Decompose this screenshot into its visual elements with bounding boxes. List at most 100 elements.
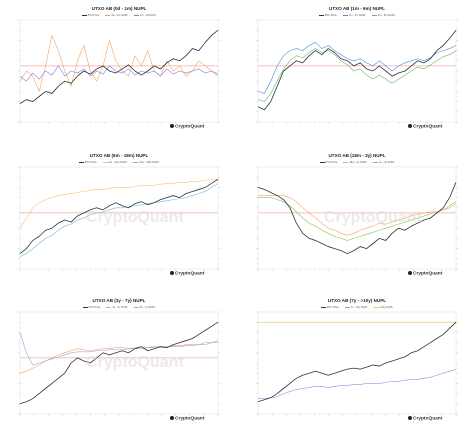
chart-plot bbox=[256, 311, 458, 416]
legend-label: 6m - 12m NUPL bbox=[108, 161, 128, 164]
plot-frame bbox=[257, 19, 457, 123]
cryptoquant-logo-icon bbox=[408, 416, 412, 420]
legend-entry[interactable]: 12m - 18m NUPL bbox=[133, 161, 159, 164]
legend-label: BTC Price bbox=[326, 306, 339, 309]
chart-title: UTXO AB (18m - 3y) NUPL bbox=[328, 153, 386, 158]
cryptoquant-logo-icon bbox=[170, 416, 174, 420]
brand-text: CryptoQuant bbox=[175, 124, 205, 130]
legend-entry[interactable]: 7y - 10y NUPL bbox=[344, 306, 368, 309]
chart-legend: BTC Price 6m - 12m NUPL 12m - 18m NUPL bbox=[10, 161, 228, 164]
legend-entry[interactable]: 5y - 7y NUPL bbox=[133, 306, 156, 309]
cryptoquant-logo: CryptoQuant bbox=[170, 124, 204, 129]
cryptoquant-logo: CryptoQuant bbox=[408, 271, 442, 276]
series-line-1 bbox=[257, 29, 457, 111]
chart-panel-1: UTXO AB (0d - 1m) NUPL BTC Price 0d - 1m N… bbox=[10, 6, 228, 130]
legend-swatch bbox=[319, 161, 325, 163]
legend-entry[interactable]: BTC Price bbox=[319, 161, 338, 164]
legend-swatch bbox=[133, 14, 139, 16]
legend-swatch bbox=[102, 161, 108, 163]
legend-entry[interactable]: BTC Price bbox=[320, 306, 339, 309]
legend-swatch bbox=[106, 306, 112, 308]
legend-label: 7y - 10y NUPL bbox=[350, 306, 368, 309]
series-line-1 bbox=[19, 321, 219, 405]
legend-entry[interactable]: 2y - 3y NUPL bbox=[373, 161, 395, 164]
cryptoquant-logo-icon bbox=[408, 271, 412, 275]
legend-label: BTC Price bbox=[88, 306, 101, 309]
chart-legend: BTC Price 3y - 5y NUPL 5y - 7y NUPL bbox=[10, 306, 228, 309]
series-line-2 bbox=[257, 42, 457, 94]
legend-label: 12m - 18m NUPL bbox=[139, 161, 160, 164]
series-line-3 bbox=[19, 183, 219, 258]
legend-swatch bbox=[373, 161, 379, 163]
series-line-3 bbox=[19, 65, 219, 82]
chart-plot bbox=[256, 166, 458, 271]
legend-entry[interactable]: BTC Price bbox=[82, 306, 101, 309]
series-line-2 bbox=[258, 368, 457, 399]
legend-label: BTC Price bbox=[84, 161, 97, 164]
series-line-3 bbox=[258, 197, 457, 241]
plot-frame bbox=[257, 311, 457, 415]
watermark: CryptoQuant bbox=[86, 209, 184, 226]
chart-title: UTXO AB (7y - >10y) NUPL bbox=[327, 298, 387, 303]
watermark: CryptoQuant bbox=[324, 209, 422, 226]
cryptoquant-logo: CryptoQuant bbox=[170, 271, 204, 276]
chart-panel-3: UTXO AB (6m - 18m) NUPL BTC Price 6m - 12m… bbox=[10, 153, 228, 277]
legend-entry[interactable]: 1m - 1d NUPL bbox=[133, 14, 157, 17]
cryptoquant-logo-icon bbox=[408, 124, 412, 128]
legend-entry[interactable]: BTC Price bbox=[78, 161, 97, 164]
chart-legend: BTC Price 18m - 2y NUPL 2y - 3y NUPL bbox=[248, 161, 466, 164]
cryptoquant-logo-icon bbox=[170, 124, 174, 128]
legend-label: 18m - 2y NUPL bbox=[349, 161, 368, 164]
series-line-2 bbox=[19, 34, 219, 92]
legend-swatch bbox=[105, 14, 111, 16]
watermark: CryptoQuant bbox=[86, 354, 184, 371]
legend-swatch bbox=[81, 14, 87, 16]
legend-swatch bbox=[373, 306, 379, 308]
series-line-1 bbox=[19, 178, 219, 255]
legend-entry[interactable]: 3y - 5y NUPL bbox=[106, 306, 128, 309]
chart-panel-2: UTXO AB (1m - 6m) NUPL BTC Price 1m - 3m N… bbox=[248, 6, 466, 130]
legend-entry[interactable]: 3m - 6m NUPL bbox=[371, 14, 395, 17]
legend-swatch bbox=[78, 161, 84, 163]
legend-label: BTC Price bbox=[87, 14, 100, 17]
brand-text: CryptoQuant bbox=[413, 271, 443, 277]
legend-swatch bbox=[82, 306, 88, 308]
legend-swatch bbox=[371, 14, 377, 16]
chart-title: UTXO AB (0d - 1m) NUPL bbox=[91, 6, 147, 11]
legend-entry[interactable]: 6m - 12m NUPL bbox=[102, 161, 128, 164]
cryptoquant-logo: CryptoQuant bbox=[408, 124, 442, 129]
chart-plot bbox=[18, 166, 220, 271]
legend-swatch bbox=[342, 14, 348, 16]
legend-entry[interactable]: >10y NUPL bbox=[373, 306, 393, 309]
legend-entry[interactable]: BTC Price bbox=[81, 14, 100, 17]
legend-label: 2y - 3y NUPL bbox=[379, 161, 395, 164]
series-line-1 bbox=[19, 29, 219, 104]
legend-entry[interactable]: 1m - 3m NUPL bbox=[342, 14, 366, 17]
legend-label: BTC Price bbox=[324, 14, 337, 17]
legend-entry[interactable]: 18m - 2y NUPL bbox=[343, 161, 367, 164]
series-line-2 bbox=[19, 178, 218, 229]
series-line-2 bbox=[19, 342, 218, 374]
chart-legend: BTC Price 0d - 1m NUPL 1m - 1d NUPL bbox=[10, 14, 228, 17]
legend-label: 5y - 7y NUPL bbox=[139, 306, 156, 309]
chart-title: UTXO AB (1m - 6m) NUPL bbox=[329, 6, 385, 11]
chart-panel-5: UTXO AB (3y - 7y) NUPL BTC Price 3y - 5y N… bbox=[10, 298, 228, 422]
brand-text: CryptoQuant bbox=[175, 416, 205, 422]
series-line-3 bbox=[257, 48, 457, 102]
series-line-2 bbox=[258, 195, 457, 236]
legend-swatch bbox=[133, 161, 139, 163]
chart-plot bbox=[18, 19, 220, 124]
chart-title: UTXO AB (3y - 7y) NUPL bbox=[92, 298, 146, 303]
legend-label: 0d - 1m NUPL bbox=[111, 14, 128, 17]
legend-label: 1m - 1d NUPL bbox=[139, 14, 157, 17]
brand-text: CryptoQuant bbox=[413, 416, 443, 422]
chart-plot bbox=[18, 311, 220, 416]
legend-entry[interactable]: BTC Price bbox=[318, 14, 337, 17]
series-line-1 bbox=[257, 321, 457, 403]
legend-swatch bbox=[344, 306, 350, 308]
legend-label: BTC Price bbox=[325, 161, 338, 164]
chart-panel-4: UTXO AB (18m - 3y) NUPL BTC Price 18m - 2y… bbox=[248, 153, 466, 277]
legend-swatch bbox=[318, 14, 324, 16]
legend-entry[interactable]: 0d - 1m NUPL bbox=[105, 14, 128, 17]
brand-text: CryptoQuant bbox=[413, 124, 443, 130]
